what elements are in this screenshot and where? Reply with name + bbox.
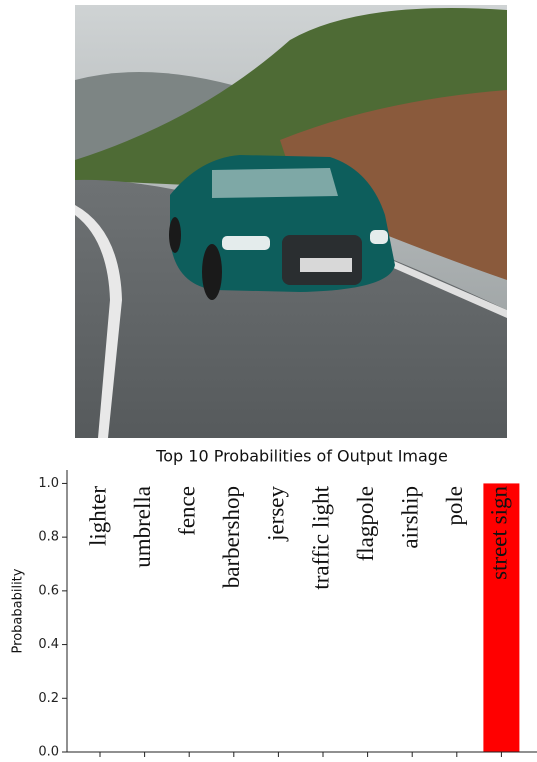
y-tick-label: 1.0 bbox=[38, 476, 59, 491]
y-tick-label: 0.4 bbox=[38, 637, 59, 652]
y-axis-label: Probabability bbox=[11, 568, 26, 653]
category-label: pole bbox=[442, 486, 467, 526]
photo bbox=[75, 5, 507, 438]
category-label: fence bbox=[174, 486, 199, 536]
page: {"chart_data": {"type": "bar", "title": … bbox=[0, 0, 537, 762]
y-tick-label: 0.2 bbox=[38, 691, 59, 706]
y-tick-label: 0.6 bbox=[38, 583, 59, 598]
category-label: jersey bbox=[264, 486, 289, 542]
category-label: umbrella bbox=[130, 486, 155, 568]
category-label: lighter bbox=[85, 486, 110, 546]
category-label: flagpole bbox=[353, 486, 378, 561]
y-tick-label: 0.0 bbox=[38, 745, 59, 759]
figure: Top 10 Probabilities of Output Image Pro… bbox=[0, 0, 537, 758]
category-label: street sign bbox=[487, 486, 512, 580]
category-label: traffic light bbox=[308, 485, 333, 589]
category-label: barbershop bbox=[219, 486, 244, 588]
chart-title: Top 10 Probabilities of Output Image bbox=[155, 447, 448, 466]
y-tick-label: 0.8 bbox=[38, 530, 59, 545]
category-label: airship bbox=[397, 486, 422, 549]
